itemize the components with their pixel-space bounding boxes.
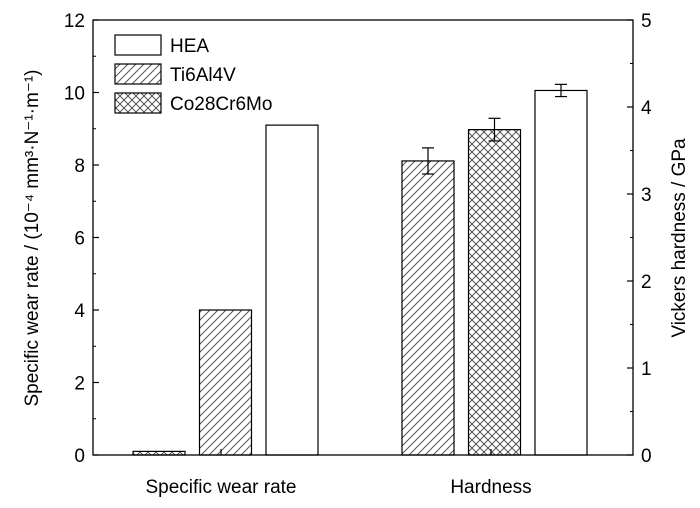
legend: HEA Ti6Al4V Co28Cr6Mo <box>114 34 272 115</box>
right-axis-title: Vickers hardness / GPa <box>669 138 690 338</box>
x-label-specific-wear-rate: Specific wear rate <box>145 477 296 498</box>
legend-label-co28cr6mo: Co28Cr6Mo <box>170 94 272 115</box>
right-tick-label-2: 2 <box>641 272 652 293</box>
left-tick-label-2: 2 <box>74 374 85 395</box>
right-tick-label-4: 4 <box>641 98 652 119</box>
bar-specific-wear-rate-hea <box>265 124 319 456</box>
right-tick-label-3: 3 <box>641 185 652 206</box>
error-bar-hardness-hea <box>555 83 567 98</box>
left-tick-label-10: 10 <box>64 84 85 105</box>
left-tick-label-12: 12 <box>64 11 85 32</box>
left-tick-label-0: 0 <box>74 446 85 467</box>
bar-hardness-co28cr6mo <box>467 129 522 456</box>
bar-hardness-hea <box>534 89 588 456</box>
left-axis-title: Specific wear rate / (10⁻⁴ mm³·N⁻¹·m⁻¹) <box>22 70 43 407</box>
bar-hardness-ti6al4v <box>401 160 455 456</box>
right-tick-label-1: 1 <box>641 359 652 380</box>
legend-label-hea: HEA <box>170 36 209 57</box>
right-tick-label-5: 5 <box>641 11 652 32</box>
x-label-hardness: Hardness <box>450 477 531 498</box>
legend-swatch-hea <box>114 34 162 56</box>
error-bar-hardness-co28cr6mo <box>488 117 501 142</box>
x-axis: Specific wear rate Hardness <box>145 449 532 498</box>
left-tick-label-8: 8 <box>74 156 85 177</box>
left-tick-label-6: 6 <box>74 229 85 250</box>
error-bar-hardness-ti6al4v <box>422 147 434 175</box>
error-bars-layer <box>422 83 567 175</box>
right-axis: 0 1 2 3 4 5 <box>627 11 652 467</box>
bar-specific-wear-rate-ti6al4v <box>198 309 253 456</box>
legend-label-ti6al4v: Ti6Al4V <box>170 65 236 86</box>
left-axis: 0 2 4 6 8 10 12 <box>64 11 99 467</box>
legend-swatch-ti6al4v <box>114 63 162 85</box>
legend-swatch-co28cr6mo <box>114 92 162 114</box>
left-tick-label-4: 4 <box>74 301 85 322</box>
bars-layer <box>132 89 588 456</box>
right-tick-label-0: 0 <box>641 446 652 467</box>
